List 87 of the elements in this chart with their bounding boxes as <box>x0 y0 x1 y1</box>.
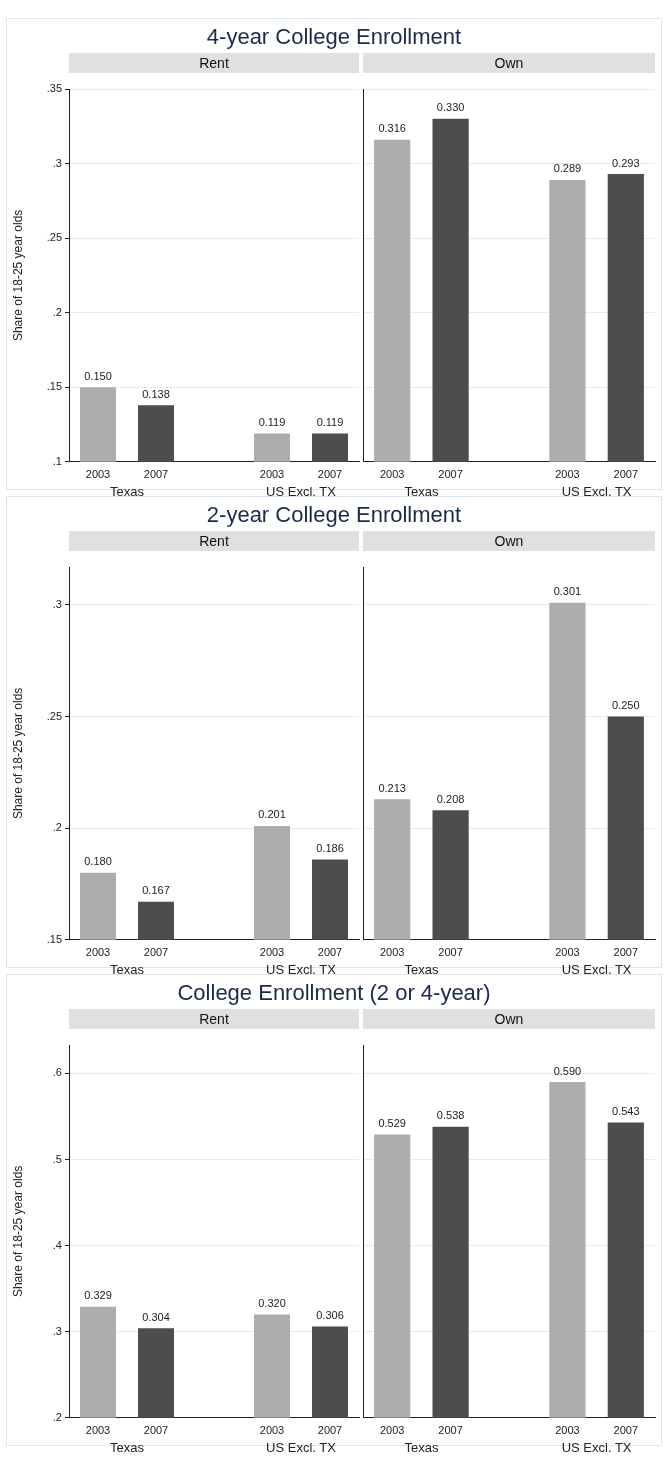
x-tick-label: 2007 <box>143 468 169 481</box>
data-label: 0.590 <box>553 1064 582 1077</box>
chart-title: 2-year College Enrollment <box>205 501 463 529</box>
y-tick-label: .6 <box>52 1066 62 1079</box>
data-label: 0.180 <box>84 855 112 868</box>
x-tick-label: 2003 <box>379 1424 405 1437</box>
x-tick-label: 2007 <box>613 1424 639 1437</box>
chart-title: 4-year College Enrollment <box>205 23 463 51</box>
y-axis-title: Share of 18-25 year olds <box>10 687 25 820</box>
data-label: 0.529 <box>378 1117 406 1130</box>
text: Texas <box>404 1439 439 1455</box>
data-label: 0.119 <box>258 416 286 428</box>
chart-subtitle: Own <box>363 53 655 73</box>
data-label: 0.306 <box>316 1309 344 1322</box>
data-label: 0.119 <box>316 416 344 428</box>
x-tick-label: 2007 <box>438 1424 463 1437</box>
chart-subtitle: Own <box>363 531 655 551</box>
chart-subtitle: Rent <box>69 53 359 73</box>
x-tick-label: 2003 <box>259 468 285 481</box>
y-tick-label: .2 <box>52 1410 62 1423</box>
y-tick-label: .3 <box>52 1324 62 1337</box>
y-tick-label: .25 <box>46 231 62 244</box>
data-label: 0.543 <box>612 1105 640 1118</box>
text: US Excl. TX <box>266 961 337 977</box>
y-tick-label: .3 <box>52 597 62 610</box>
text: Texas <box>404 961 439 977</box>
y-tick-label: .2 <box>52 305 62 318</box>
data-label: 0.289 <box>553 162 582 175</box>
data-label: 0.329 <box>84 1289 112 1302</box>
data-label: 0.304 <box>142 1310 170 1323</box>
data-label: 0.150 <box>84 369 112 382</box>
data-label: 0.320 <box>258 1297 286 1310</box>
data-label: 0.330 <box>436 101 465 114</box>
x-tick-label: 2003 <box>85 1424 111 1437</box>
x-tick-label: 2003 <box>259 946 285 959</box>
data-label: 0.301 <box>553 585 582 598</box>
y-tick-label: .5 <box>52 1152 62 1165</box>
y-tick-label: .15 <box>46 380 62 393</box>
chart-subtitle: Rent <box>69 531 359 551</box>
text: Texas <box>404 483 439 499</box>
data-label: 0.250 <box>612 699 640 712</box>
data-label: 0.186 <box>316 841 344 854</box>
data-label: 0.213 <box>378 781 406 794</box>
text: Texas <box>110 1439 145 1455</box>
x-tick-label: 2003 <box>555 946 580 959</box>
x-tick-label: 2003 <box>85 468 111 481</box>
x-tick-label: 2003 <box>85 946 111 959</box>
chart-title: College Enrollment (2 or 4-year) <box>176 979 492 1007</box>
text: US Excl. TX <box>266 1439 337 1455</box>
y-axis-title: Share of 18-25 year olds <box>10 1165 25 1298</box>
y-tick-label: .2 <box>52 821 62 834</box>
data-label: 0.316 <box>378 122 406 135</box>
text: US Excl. TX <box>561 483 632 499</box>
y-tick-label: .15 <box>46 932 62 945</box>
data-label: 0.538 <box>436 1109 465 1122</box>
y-tick-label: .1 <box>52 454 62 467</box>
x-tick-label: 2003 <box>555 1424 580 1437</box>
x-tick-label: 2007 <box>143 946 169 959</box>
x-tick-label: 2007 <box>317 468 343 481</box>
x-tick-label: 2003 <box>379 946 405 959</box>
x-tick-label: 2007 <box>613 946 639 959</box>
data-label: 0.201 <box>258 808 286 821</box>
x-tick-label: 2007 <box>143 1424 169 1437</box>
data-label: 0.293 <box>612 156 640 169</box>
x-tick-label: 2003 <box>259 1424 285 1437</box>
x-tick-label: 2007 <box>317 946 343 959</box>
text: Texas <box>110 961 145 977</box>
x-tick-label: 2007 <box>613 468 639 481</box>
y-tick-label: .35 <box>46 82 62 95</box>
chart-subtitle: Own <box>363 1009 655 1029</box>
data-label: 0.208 <box>436 792 465 805</box>
x-tick-label: 2003 <box>555 468 580 481</box>
x-tick-label: 2007 <box>438 468 463 481</box>
text: US Excl. TX <box>561 961 632 977</box>
x-tick-label: 2007 <box>438 946 463 959</box>
y-tick-label: .4 <box>52 1238 62 1251</box>
chart-subtitle: Rent <box>69 1009 359 1029</box>
text: Texas <box>110 483 145 499</box>
data-label: 0.167 <box>142 884 170 897</box>
text: US Excl. TX <box>561 1439 632 1455</box>
y-axis-title: Share of 18-25 year olds <box>10 209 25 342</box>
text: US Excl. TX <box>266 483 337 499</box>
y-tick-label: .3 <box>52 156 62 169</box>
y-tick-label: .25 <box>46 709 62 722</box>
x-tick-label: 2003 <box>379 468 405 481</box>
x-tick-label: 2007 <box>317 1424 343 1437</box>
data-label: 0.138 <box>142 387 170 400</box>
